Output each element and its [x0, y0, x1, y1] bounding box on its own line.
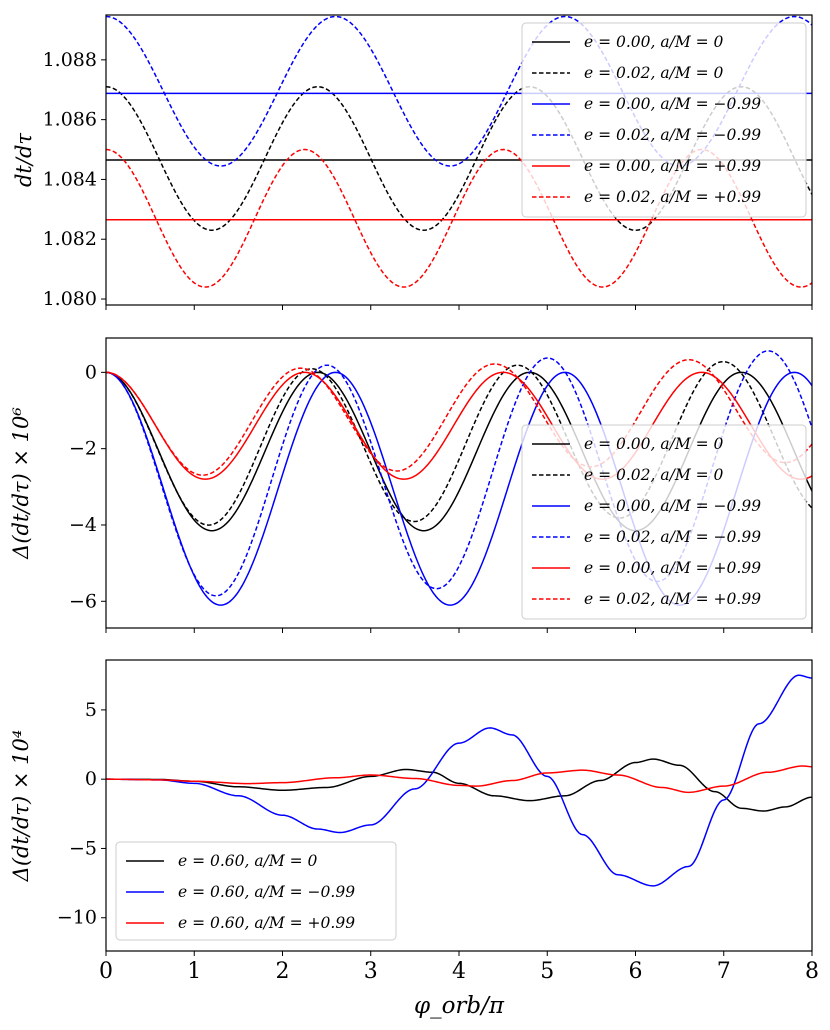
legend-box [521, 424, 807, 620]
y-tick-label: 1.084 [43, 168, 97, 190]
legend-label-1: e = 0.02, a/M = 0 [584, 64, 724, 82]
legend-label-3: e = 0.02, a/M = −0.99 [584, 528, 761, 546]
x-tick-label: 3 [364, 959, 378, 984]
x-tick-label: 0 [99, 959, 113, 984]
legend-label-4: e = 0.00, a/M = +0.99 [584, 157, 761, 175]
x-axis-label: φ_orb/π [414, 993, 505, 1019]
series-line-0 [106, 758, 812, 812]
y-tick-label: 1.086 [43, 109, 97, 131]
series-line-1 [106, 360, 812, 526]
panel-middle: 0−2−4−6Δ(dt/dτ) × 10⁶ e = 0.00, a/M = 0e … [9, 337, 813, 633]
y-axis-label: dt/dτ [12, 133, 36, 187]
legend-label-0: e = 0.00, a/M = 0 [584, 33, 724, 51]
legend-label-3: e = 0.02, a/M = −0.99 [584, 126, 761, 144]
y-tick-label: 1.080 [43, 288, 97, 310]
y-tick-label: −5 [69, 837, 97, 859]
x-tick-label: 4 [452, 959, 466, 984]
y-tick-label: −4 [69, 514, 97, 536]
panel-bottom: 0 1 2 3 4 5 6 7 8 5 0 −5 −10 Δ(dt/dτ) × 10⁴ φ_orb/π e =… [9, 659, 819, 1019]
legend-label-1: e = 0.02, a/M = 0 [584, 466, 724, 484]
legend-box [521, 22, 807, 218]
legend-label-0: e = 0.00, a/M = 0 [584, 435, 724, 453]
legend-box [115, 841, 397, 941]
legend: e = 0.00, a/M = 0 e = 0.02, a/M = 0 e = 0.… [521, 424, 807, 620]
legend-label-1: e = 0.60, a/M = −0.99 [178, 883, 355, 901]
series-line-1 [106, 674, 812, 887]
legend-label-2: e = 0.00, a/M = −0.99 [584, 497, 761, 515]
x-tick-label: 6 [629, 959, 643, 984]
legend-label-2: e = 0.00, a/M = −0.99 [584, 95, 761, 113]
legend: e = 0.60, a/M = 0 e = 0.60, a/M = −0.99 e … [115, 841, 397, 941]
series-line-2 [106, 765, 812, 794]
y-tick-label: −2 [69, 438, 97, 460]
legend-label-2: e = 0.60, a/M = +0.99 [178, 914, 355, 932]
y-tick-label: 0 [85, 361, 97, 383]
x-tick-label: 2 [276, 959, 290, 984]
y-tick-label: −6 [69, 590, 97, 612]
series-line-5 [106, 358, 812, 476]
y-tick-label: −10 [57, 907, 97, 929]
x-tick-label: 8 [805, 959, 819, 984]
y-tick-label: 5 [85, 699, 97, 721]
y-tick-label: 0 [85, 768, 97, 790]
legend: e = 0.00, a/M = 0 e = 0.02, a/M = 0 e = 0.… [521, 22, 807, 218]
x-tick-label: 1 [187, 959, 201, 984]
x-tick-label: 7 [717, 959, 731, 984]
y-tick-label: 1.082 [43, 228, 97, 250]
legend-label-0: e = 0.60, a/M = 0 [178, 852, 318, 870]
legend-label-4: e = 0.00, a/M = +0.99 [584, 559, 761, 577]
y-tick-label: 1.088 [43, 49, 97, 71]
series-group [106, 674, 812, 887]
y-axis-label: Δ(dt/dτ) × 10⁴ [9, 730, 33, 883]
panel-top: 1.080 1.082 1.084 1.086 1.088 dt/dτ e = 0.00, … [12, 14, 813, 310]
series-line-3 [106, 15, 812, 167]
y-axis-label: Δ(dt/dτ) × 10⁶ [9, 407, 33, 560]
x-tick-label: 5 [540, 959, 554, 984]
legend-label-5: e = 0.02, a/M = +0.99 [584, 188, 761, 206]
series-line-4 [106, 371, 812, 480]
legend-label-5: e = 0.02, a/M = +0.99 [584, 590, 761, 608]
